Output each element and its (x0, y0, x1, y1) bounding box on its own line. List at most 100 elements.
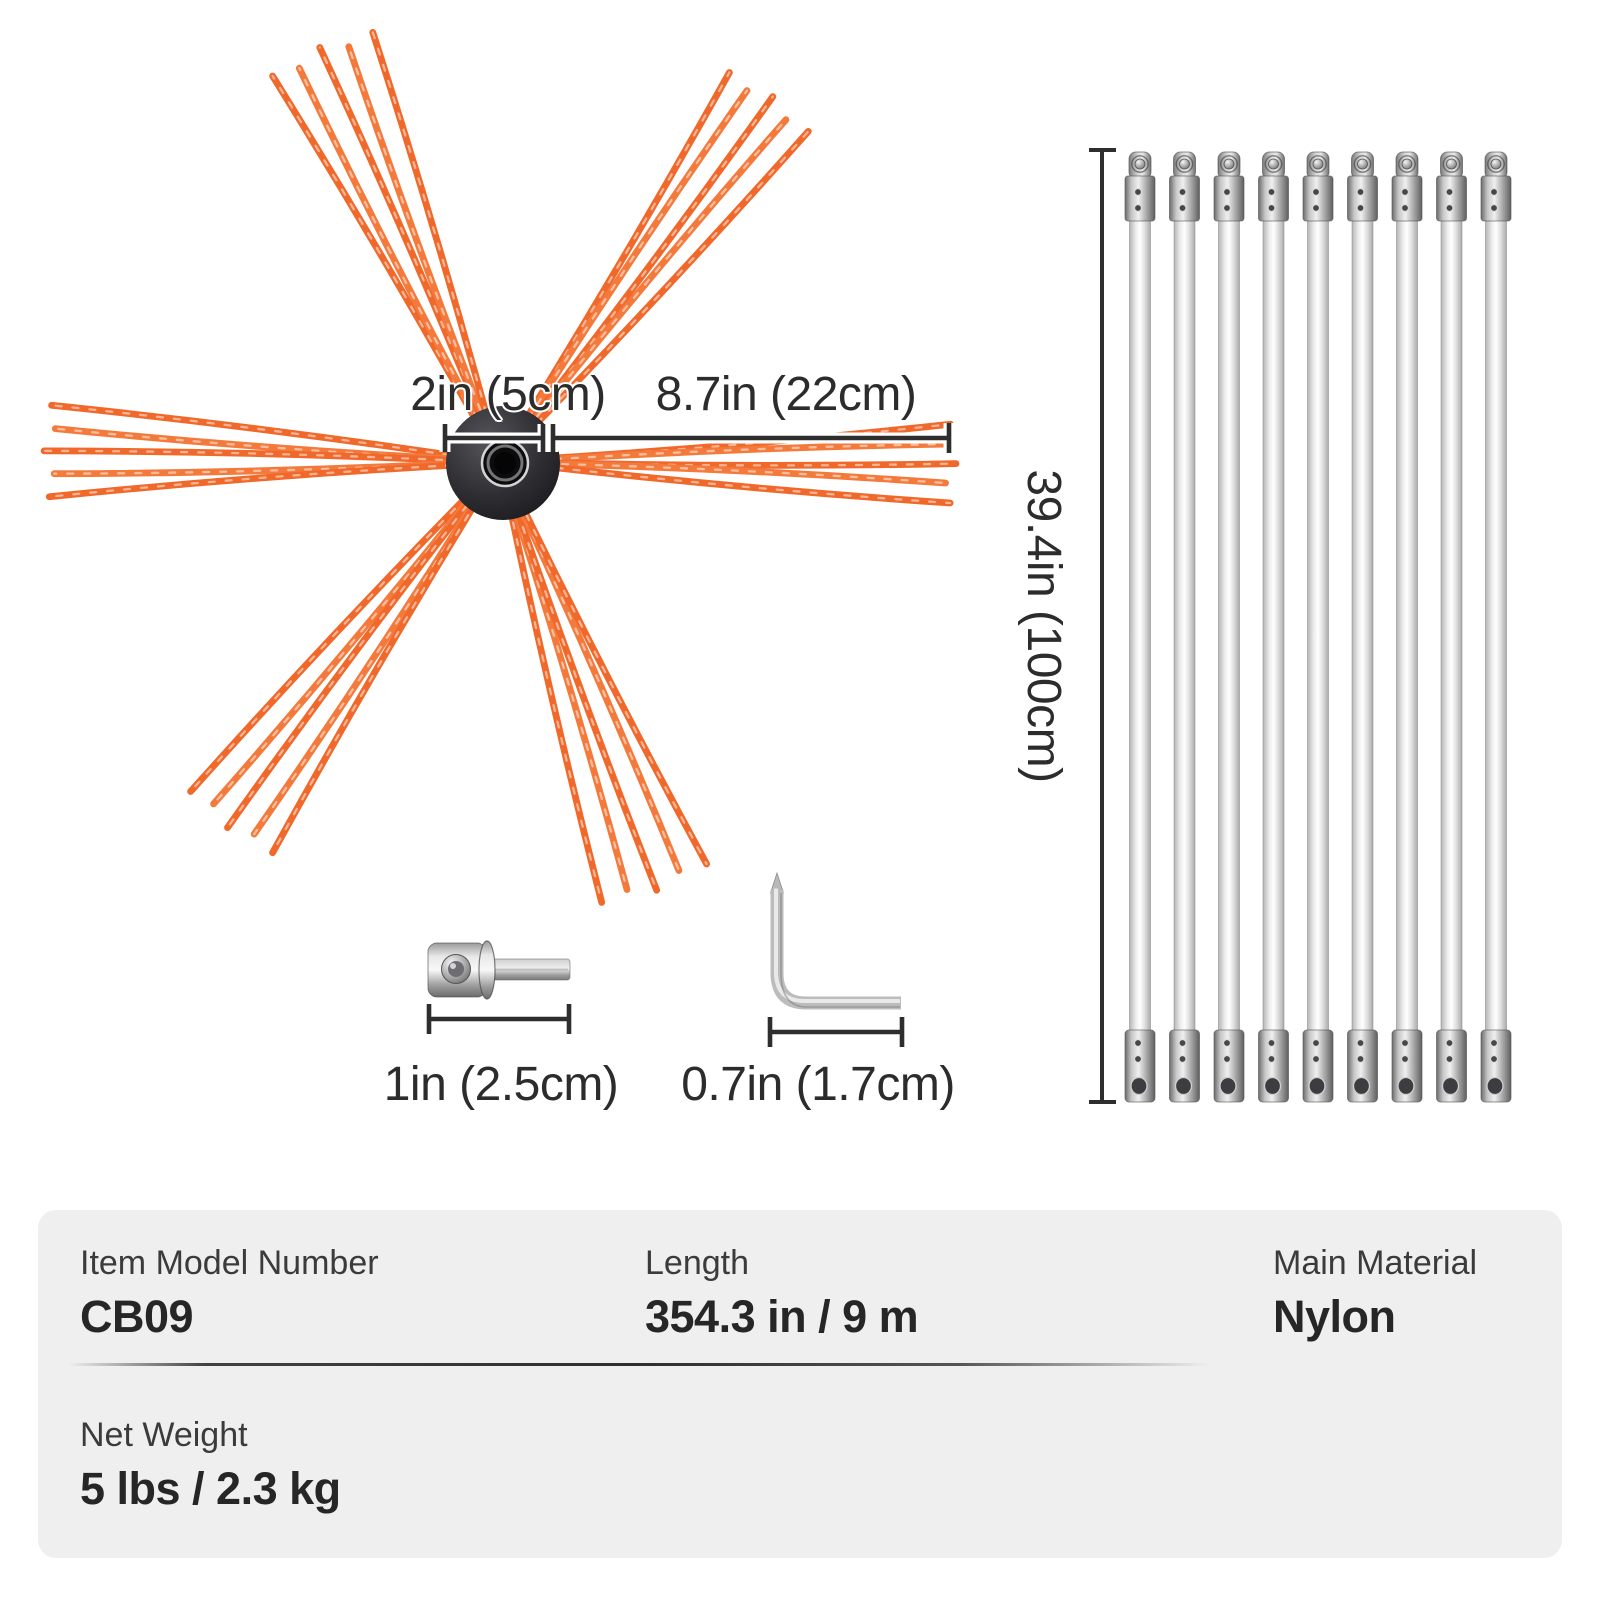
spec-value: 354.3 in / 9 m (645, 1291, 919, 1343)
rod-collar-hole (1312, 204, 1320, 212)
rod-collar-hole (1223, 188, 1231, 196)
rod-tip-ring (1353, 155, 1372, 173)
bristle-bundle (502, 481, 710, 906)
rod-tip-ring (1487, 155, 1505, 173)
rod-collar-hole (1134, 188, 1142, 196)
bristle-strand-twist-highlight (50, 404, 476, 460)
rod-collar-hole (1401, 1039, 1409, 1047)
extension-rod (1436, 151, 1467, 1103)
bristle-bundle (40, 401, 478, 501)
rod-tip-ring (1131, 155, 1149, 173)
bristle-strand (504, 483, 631, 893)
rod-tip-ring (1220, 155, 1238, 173)
adapter-dimension-line (426, 1004, 572, 1034)
rod-collar-hole (1445, 188, 1454, 196)
rod-tip-ring (1309, 155, 1327, 173)
bristle-bundle (522, 420, 960, 507)
extension-rod (1391, 151, 1423, 1103)
hex-key-highlight (774, 888, 900, 1003)
rod-socket-hole (1130, 1076, 1148, 1096)
rod-collar-hole (1134, 204, 1142, 212)
bristle-strand (522, 440, 949, 465)
rod-collar-hole (1134, 1039, 1142, 1047)
bristle-strand-twist-highlight (515, 118, 788, 444)
rod-collar-hole (1490, 188, 1498, 196)
rod-collar-hole (1401, 188, 1409, 196)
brush-dimension-lines (442, 423, 952, 453)
rod-collar-hole (1401, 1055, 1409, 1063)
rod-collar-hole (1490, 204, 1498, 212)
bristle-strand-twist-highlight (226, 481, 486, 829)
rod-collar-hole (1445, 204, 1454, 212)
adapter-flange (478, 940, 496, 1000)
spec-value: 5 lbs / 2.3 kg (80, 1463, 341, 1515)
rod-collar-hole (1312, 1055, 1320, 1063)
extension-rod-set (1124, 151, 1512, 1103)
spec-label: Net Weight (80, 1416, 248, 1454)
spec-label: Length (645, 1244, 749, 1282)
rod-socket-hole (1263, 1076, 1282, 1096)
bristle-bundle (187, 477, 491, 857)
rod-collar-hole (1178, 204, 1187, 212)
rod-collar-hole (1267, 1039, 1276, 1047)
rod-collar-hole (1134, 1055, 1142, 1063)
rod-collar-hole (1178, 1039, 1187, 1047)
rod-tip-ball (1446, 158, 1457, 170)
rod-socket-hole (1397, 1076, 1415, 1096)
rod-socket-hole (1352, 1076, 1371, 1096)
bristle-strand-twist-highlight (271, 483, 489, 854)
adapter-size-dimension-label: 1in (2.5cm) (383, 1058, 619, 1111)
rod-shaft (1440, 219, 1463, 1033)
spec-label: Main Material (1273, 1244, 1478, 1282)
rod-collar-hole (1356, 204, 1365, 212)
rod-collar-hole (1356, 188, 1365, 196)
adapter-detent-ball (448, 961, 464, 977)
rod-shaft (1485, 219, 1507, 1033)
rod-top-collar (1213, 175, 1245, 222)
rod-tip-ring (1175, 155, 1194, 173)
spec-label: Item Model Number (80, 1244, 379, 1282)
rod-top-collar (1258, 175, 1289, 222)
rod-tip-ball (1134, 158, 1146, 170)
bristle-bundle (509, 69, 812, 447)
rod-top-collar (1480, 175, 1512, 222)
spec-item-model-number: Item Model Number CB09 (80, 1243, 379, 1344)
rod-collar-hole (1356, 1039, 1365, 1047)
rod-collar-hole (1267, 1055, 1276, 1063)
rod-tip-ball (1401, 158, 1413, 170)
bristle-bundle (269, 29, 496, 443)
bristle-strand-twist-highlight (298, 67, 490, 440)
extension-rod (1169, 151, 1200, 1103)
spec-main-material: Main Material Nylon (1273, 1243, 1477, 1344)
bristle-strand-twist-highlight (189, 479, 484, 793)
rod-collar-hole (1267, 188, 1276, 196)
spec-value: CB09 (80, 1291, 194, 1343)
rod-collar-hole (1312, 1039, 1320, 1047)
hub-socket-bore (494, 452, 516, 474)
spec-row-divider (68, 1363, 1210, 1366)
bristle-strand (522, 461, 954, 507)
bristle-strand-twist-highlight (516, 130, 810, 445)
rod-shaft (1396, 219, 1418, 1033)
rod-socket-hole (1441, 1076, 1460, 1096)
bristle-strand (210, 478, 487, 808)
rod-collar-hole (1401, 204, 1409, 212)
hex-key-arm (770, 890, 901, 1010)
rod-top-collar (1124, 175, 1156, 222)
rod-tip-ball (1357, 158, 1368, 170)
spec-net-weight: Net Weight 5 lbs / 2.3 kg (80, 1415, 341, 1516)
rod-top-collar (1302, 175, 1334, 222)
bristle-strand (507, 482, 683, 874)
bristle-strand-twist-highlight (504, 486, 603, 904)
rod-tip-ball (1223, 158, 1235, 170)
bristle-strand-twist-highlight (524, 462, 947, 485)
extension-rod (1480, 151, 1512, 1103)
rod-collar-hole (1356, 1055, 1365, 1063)
bristle-strand-twist-highlight (48, 462, 476, 498)
bristle-strand-twist-highlight (42, 449, 476, 463)
rod-tip-ring (1442, 155, 1461, 173)
rod-tip-ball (1490, 158, 1502, 170)
rod-collar-hole (1178, 188, 1187, 196)
bristle-strand-twist-highlight (371, 31, 494, 439)
rod-collar-hole (1223, 1039, 1231, 1047)
